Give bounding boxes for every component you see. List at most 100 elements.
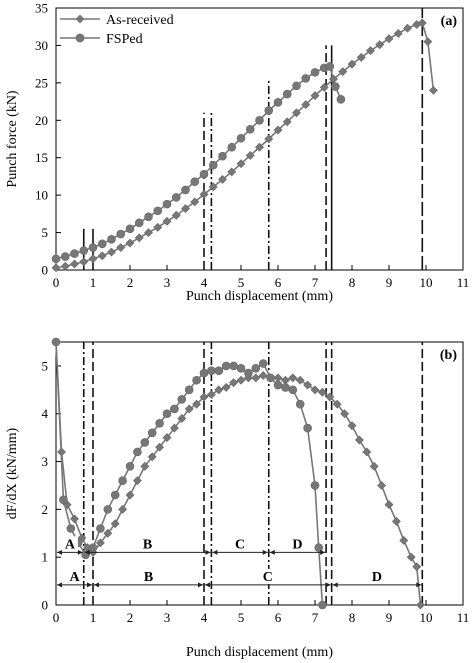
pb-point-fsped bbox=[162, 409, 172, 419]
pa-point-fsped bbox=[79, 246, 89, 255]
pb-point-fsped bbox=[295, 399, 305, 409]
pb-point-as-received bbox=[280, 375, 290, 385]
pb-point-as-received bbox=[155, 442, 165, 452]
pa-xtick-label: 6 bbox=[275, 275, 282, 290]
pa-ytick-label: 20 bbox=[35, 113, 48, 128]
pb-point-as-received bbox=[340, 409, 350, 419]
region-arrow-head-right bbox=[205, 549, 211, 555]
pb-point-as-received bbox=[221, 383, 231, 392]
pb-point-as-received bbox=[406, 552, 416, 562]
pb-ytick-label: 1 bbox=[42, 550, 49, 565]
region-label-b: B bbox=[144, 570, 153, 585]
pa-xtick-label: 5 bbox=[238, 275, 245, 290]
pb-xtick-label: 9 bbox=[386, 610, 393, 625]
legend-circle-marker bbox=[75, 33, 85, 43]
pa-ytick-label: 35 bbox=[35, 1, 48, 16]
region-label-bg bbox=[289, 536, 306, 552]
pb-point-as-received bbox=[147, 452, 157, 462]
pa-point-as-received bbox=[393, 29, 403, 38]
pa-point-fsped bbox=[88, 243, 98, 252]
pa-point-as-received bbox=[282, 117, 292, 127]
pb-point-as-received bbox=[347, 421, 357, 431]
region-arrow-head-right bbox=[325, 582, 331, 588]
pa-point-fsped bbox=[181, 185, 190, 195]
region-arrow-head-left bbox=[57, 549, 62, 555]
pa-point-as-received bbox=[356, 52, 366, 62]
pb-xtick-label: 6 bbox=[275, 610, 282, 625]
pb-point-as-received bbox=[229, 378, 239, 388]
region-label-d: D bbox=[292, 537, 302, 552]
pb-point-as-received bbox=[288, 373, 298, 383]
pb-point-fsped bbox=[125, 462, 135, 471]
pa-y-axis-label: Punch force (kN) bbox=[5, 90, 20, 188]
pb-point-fsped bbox=[59, 495, 68, 505]
pb-point-as-received bbox=[110, 519, 120, 529]
pa-point-fsped bbox=[292, 81, 301, 91]
pa-point-as-received bbox=[301, 100, 311, 109]
region-arrow-head-left bbox=[84, 549, 90, 555]
pb-point-fsped bbox=[170, 404, 179, 414]
pb-xtick-label: 5 bbox=[238, 610, 245, 625]
region-arrow-head-left bbox=[212, 549, 218, 555]
panel-a-chart: 0 1 2 3 4 5 6 7 8 9 10 11 0 5 10 15 20 25 30 35 Punch displa… bbox=[5, 1, 469, 305]
pa-point-fsped bbox=[301, 74, 311, 83]
region-arrow-head-right bbox=[320, 549, 326, 555]
pa-ytick-label: 10 bbox=[35, 188, 48, 203]
pa-point-fsped bbox=[325, 62, 335, 71]
pb-point-as-received bbox=[70, 514, 79, 524]
pb-point-fsped bbox=[140, 438, 150, 447]
region-arrow-head-left bbox=[57, 582, 62, 588]
pb-point-fsped bbox=[214, 366, 224, 375]
pb-point-fsped bbox=[184, 385, 194, 395]
pa-point-as-received bbox=[428, 85, 438, 95]
pa-xtick-label: 7 bbox=[312, 275, 319, 290]
pb-xtick-label: 10 bbox=[420, 610, 433, 625]
pa-point-fsped bbox=[190, 177, 200, 186]
pb-point-as-received bbox=[192, 399, 202, 409]
pa-xtick-label: 10 bbox=[420, 275, 433, 290]
pa-point-as-received bbox=[190, 197, 200, 207]
pa-point-fsped bbox=[336, 95, 346, 104]
pb-point-as-received bbox=[258, 371, 268, 380]
region-arrow-head-right bbox=[416, 582, 422, 588]
pb-point-as-received bbox=[177, 414, 187, 423]
pb-ytick-label: 0 bbox=[42, 598, 49, 613]
pa-point-as-received bbox=[236, 159, 246, 169]
pb-point-fsped bbox=[266, 373, 275, 383]
region-label-bg bbox=[139, 536, 156, 552]
pb-point-fsped bbox=[281, 383, 290, 392]
pa-panel-label: (a) bbox=[441, 14, 458, 29]
pa-point-fsped bbox=[162, 199, 172, 209]
pa-point-fsped bbox=[97, 239, 107, 249]
pb-point-fsped bbox=[110, 490, 120, 500]
region-label-bg bbox=[259, 568, 276, 584]
pb-xtick-label: 8 bbox=[349, 610, 356, 625]
pb-panel-label: (b) bbox=[440, 348, 457, 363]
pb-point-fsped bbox=[155, 418, 164, 428]
pa-xtick-label: 9 bbox=[386, 275, 393, 290]
pa-point-fsped bbox=[199, 169, 209, 179]
pa-xtick-label: 2 bbox=[127, 275, 134, 290]
pa-point-as-received bbox=[417, 18, 427, 28]
pa-ytick-label: 30 bbox=[35, 38, 48, 53]
pb-xtick-label: 1 bbox=[90, 610, 97, 625]
pa-point-as-received bbox=[116, 243, 126, 252]
pb-point-fsped bbox=[229, 361, 238, 371]
pa-point-as-received bbox=[70, 259, 79, 269]
legend-entry: FSPed bbox=[106, 32, 143, 47]
pa-point-as-received bbox=[134, 233, 144, 243]
pb-point-as-received bbox=[391, 516, 401, 526]
pa-point-as-received bbox=[310, 91, 320, 101]
pa-point-as-received bbox=[125, 238, 135, 248]
pa-ytick-label: 25 bbox=[35, 75, 48, 90]
pa-point-as-received bbox=[51, 263, 61, 273]
pb-point-fsped bbox=[244, 368, 253, 378]
pb-point-as-received bbox=[310, 385, 320, 395]
region-arrow-head-right bbox=[262, 549, 268, 555]
pb-point-as-received bbox=[118, 504, 128, 514]
pa-point-fsped bbox=[273, 98, 283, 107]
pa-point-fsped bbox=[134, 218, 144, 228]
pb-point-fsped bbox=[177, 395, 187, 404]
pa-point-fsped bbox=[218, 151, 227, 161]
pb-ytick-label: 4 bbox=[42, 406, 49, 421]
